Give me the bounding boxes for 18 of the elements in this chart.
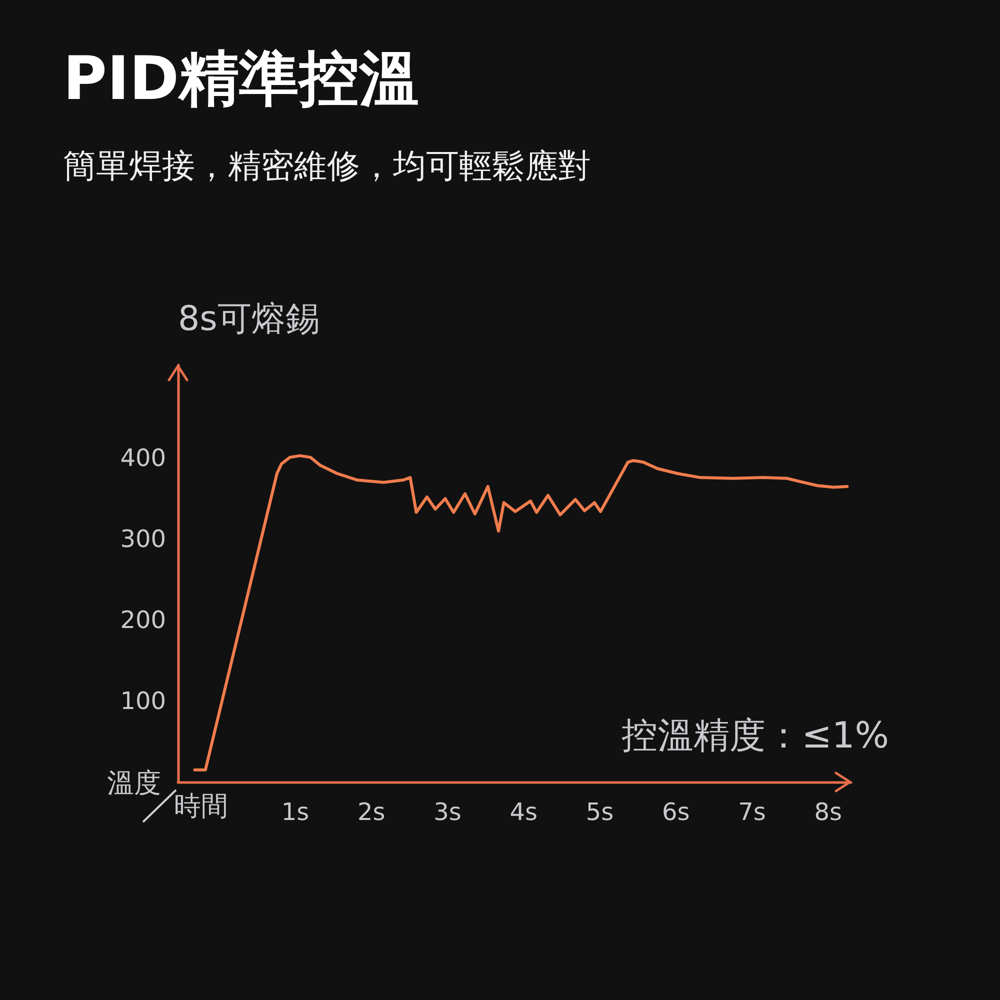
chart-subtitle: 簡單焊接，精密維修，均可輕鬆應對 [63,146,591,185]
x-axis-title: 時間 [174,791,228,822]
y-tick-label: 100 [120,687,166,716]
y-tick-label: 400 [120,444,166,472]
x-tick-label: 7s [738,798,766,826]
x-tick-label: 8s [814,798,842,826]
annotation: 控溫精度：≤1% [622,716,890,756]
x-tick-label: 4s [510,798,538,826]
x-tick-label: 2s [357,798,386,826]
y-tick-label: 300 [120,525,166,554]
y-tick-label: 200 [120,606,166,634]
x-tick-label: 3s [434,798,462,826]
chart-title: PID精準控溫 [63,44,420,114]
x-tick-label: 6s [662,798,690,826]
x-tick-label: 1s [281,798,310,826]
x-tick-label: 5s [586,798,614,826]
text: 8s可熔錫 [178,299,320,339]
y-axis-title: 溫度 [107,768,161,799]
